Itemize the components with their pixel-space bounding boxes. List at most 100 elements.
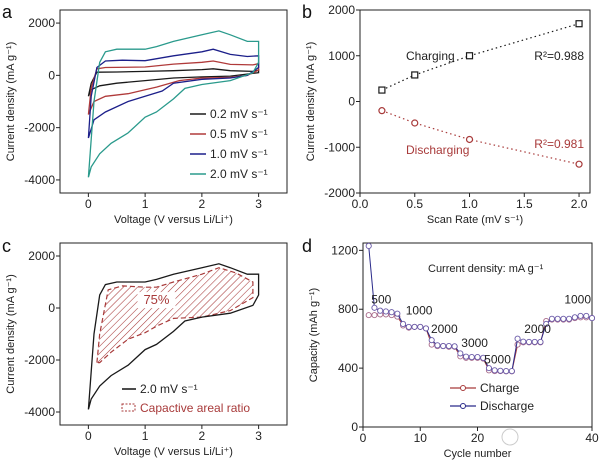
rate-label: 2000	[431, 322, 458, 336]
y-tick-label: -2000	[324, 186, 355, 200]
legend-label: 2.0 mV s⁻¹	[210, 167, 268, 181]
plot-frame	[359, 9, 591, 194]
x-tick-label: 20	[471, 431, 485, 445]
x-tick-label: 1.0	[461, 197, 478, 211]
panel-letter: d	[302, 236, 312, 256]
y-tick-label: -2000	[24, 353, 55, 367]
x-axis-label: Voltage (V versus Li/Li⁺)	[114, 214, 233, 226]
x-tick-label: 0	[85, 197, 92, 211]
x-axis-label: Cycle number	[444, 448, 512, 460]
x-tick-label: 1	[142, 197, 149, 211]
x-tick-label: 40	[585, 431, 599, 445]
data-point	[440, 342, 447, 350]
r2-charging: R²=0.988	[534, 49, 584, 63]
data-point	[508, 368, 515, 375]
y-axis-label: Current density (mA g⁻¹)	[305, 42, 317, 162]
data-point	[583, 312, 590, 319]
x-tick-label: 2.0	[571, 197, 588, 211]
panel-letter: a	[2, 2, 13, 22]
panel-letter: c	[2, 236, 11, 256]
legend-swatch	[121, 403, 136, 412]
data-point	[462, 353, 470, 360]
data-point	[411, 71, 419, 79]
x-tick-label: 10	[414, 431, 428, 445]
data-point	[465, 135, 474, 144]
legend-label: 2.0 mV s⁻¹	[140, 382, 198, 396]
data-point	[575, 160, 583, 168]
series-label-charging: Charging	[406, 49, 455, 63]
data-point	[378, 107, 386, 115]
rate-label: 3000	[461, 336, 488, 350]
data-point	[566, 315, 573, 322]
x-tick-label: 2	[199, 429, 206, 443]
data-point	[365, 242, 372, 249]
x-axis-label: Voltage (V versus Li/Li⁺)	[114, 446, 233, 458]
legend-label: 1.0 mV s⁻¹	[210, 147, 268, 161]
data-point	[468, 354, 475, 361]
data-point	[525, 338, 533, 345]
data-point	[388, 309, 395, 316]
data-point	[491, 367, 498, 374]
y-tick-label: 2000	[328, 3, 355, 17]
legend-label: Discharge	[480, 399, 534, 413]
data-point	[548, 315, 555, 322]
x-tick-label: 3	[255, 197, 262, 211]
plot-frame	[59, 242, 288, 426]
legend-marker	[460, 385, 466, 391]
legend-label: 0.5 mV s⁻¹	[210, 127, 268, 141]
data-point	[377, 307, 384, 314]
data-point	[382, 308, 389, 315]
y-axis-label: Current density (mA g⁻¹)	[5, 42, 17, 162]
x-tick-label: 1	[142, 429, 149, 443]
panel-a	[56, 9, 288, 197]
y-tick-label: 0	[351, 420, 358, 434]
x-axis-label: Scan Rate (mV s⁻¹)	[427, 214, 523, 226]
cv-curve-3	[87, 30, 260, 178]
data-point	[474, 354, 481, 361]
y-tick-label: 400	[338, 361, 358, 375]
capacitive-ratio-label: 75%	[143, 292, 169, 307]
y-tick-label: -4000	[24, 173, 55, 187]
legend-label: 0.2 mV s⁻¹	[210, 107, 268, 121]
data-point	[411, 323, 418, 330]
data-point	[457, 350, 464, 357]
rate-label: 1000	[564, 292, 591, 306]
data-point	[588, 315, 596, 322]
series-label-discharging: Discharging	[406, 143, 469, 157]
data-point	[485, 365, 493, 372]
data-point	[422, 325, 430, 332]
data-point	[400, 320, 407, 328]
fit-line	[381, 110, 580, 165]
data-point	[417, 323, 424, 330]
data-point	[577, 312, 584, 319]
y-tick-label: -1000	[324, 140, 355, 154]
cv-curve-2	[87, 48, 260, 139]
y-tick-label: 1200	[331, 243, 358, 257]
data-point	[378, 86, 386, 94]
y-tick-label: -4000	[24, 405, 55, 419]
legend-label: Capactive areal ratio	[140, 401, 250, 415]
data-point	[445, 342, 452, 350]
data-point	[497, 367, 504, 374]
panel-b	[356, 9, 591, 197]
x-tick-label: 0.0	[352, 197, 369, 211]
x-tick-label: 0	[85, 429, 92, 443]
capacitive-region	[96, 267, 254, 364]
current-density-note: Current density: mA g⁻¹	[428, 263, 544, 275]
data-point	[554, 315, 561, 322]
data-point	[503, 368, 510, 375]
panel-letter: b	[302, 2, 312, 22]
data-point	[394, 310, 401, 317]
x-tick-label: 2	[199, 197, 206, 211]
x-tick-label: 0.5	[406, 197, 423, 211]
y-tick-label: -2000	[24, 121, 55, 135]
y-tick-label: 1000	[328, 49, 355, 63]
fit-line	[381, 23, 580, 91]
data-point	[451, 343, 458, 350]
data-point	[520, 338, 527, 345]
y-axis-label: Current density (mA g⁻¹)	[5, 274, 17, 394]
y-axis-label: Capacity (mAh g⁻¹)	[308, 288, 320, 382]
y-tick-label: 2000	[28, 16, 55, 30]
